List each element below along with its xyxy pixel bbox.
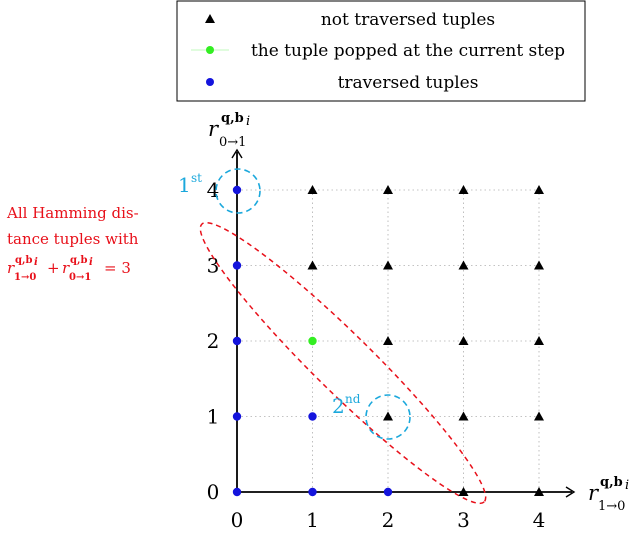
x-tick-label: 2 (382, 508, 395, 532)
point-not-traversed (534, 260, 544, 270)
annotation-equals: = 3 (104, 259, 131, 277)
annotation-term1-sup: q,b (15, 255, 32, 266)
x-tick-label: 1 (306, 508, 319, 532)
y-tick-label: 1 (207, 405, 220, 429)
point-traversed (232, 487, 242, 497)
hamming-annotation: All Hamming dis- tance tuples with r q,b… (6, 204, 139, 283)
y-axis-title-superscript: q,b (221, 111, 244, 126)
legend-box (176, 0, 586, 102)
point-traversed (308, 487, 317, 497)
point-not-traversed (383, 336, 393, 345)
point-traversed (232, 261, 242, 270)
x-axis-title-subscript: 1→0 (598, 499, 625, 514)
second-step-number: 2 (332, 394, 345, 418)
annotation-term2-base: r (62, 259, 70, 277)
y-tick-label: 3 (207, 254, 220, 278)
annotation-plus: + (47, 259, 60, 277)
first-step-circle (215, 168, 261, 214)
annotation-term1-sub: 1→0 (14, 272, 36, 283)
y-axis-title-subscript: 0→1 (219, 135, 246, 150)
point-not-traversed (534, 411, 544, 421)
point-not-traversed (458, 487, 469, 496)
point-not-traversed (458, 411, 469, 421)
annotation-term1-base: r (7, 259, 15, 277)
point-not-traversed (458, 185, 469, 194)
second-step-suffix: nd (345, 392, 361, 406)
point-not-traversed (458, 260, 469, 270)
x-axis-title-superscript: q,b (600, 475, 623, 490)
point-traversed (232, 185, 242, 195)
point-traversed (383, 487, 393, 497)
x-axis-arrow (565, 486, 576, 498)
x-axis-title-sup-index: i (625, 478, 629, 493)
x-tick-labels: 0 1 2 3 4 (231, 508, 546, 532)
legend-label-not-traversed: not traversed tuples (321, 10, 495, 30)
second-step-circle (365, 394, 411, 440)
first-step-suffix: st (191, 171, 202, 185)
annotation-term2-sup-index: i (89, 257, 93, 268)
legend-label-popped: the tuple popped at the current step (251, 41, 565, 61)
y-tick-label: 0 (207, 480, 220, 504)
x-tick-label: 4 (533, 508, 546, 532)
x-axis-title-base: r (588, 481, 600, 505)
legend-label-traversed: traversed tuples (338, 73, 479, 93)
point-traversed (232, 412, 242, 421)
data-points (232, 185, 544, 497)
point-not-traversed (534, 185, 544, 194)
x-tick-label: 0 (231, 508, 244, 532)
first-step-number: 1 (178, 173, 191, 197)
y-axis-title: r q,b i 0→1 (208, 111, 250, 150)
point-not-traversed (534, 487, 544, 496)
second-step-label: 2 nd (332, 392, 361, 418)
annotation-line-1: All Hamming dis- (6, 204, 139, 222)
annotation-line-2: tance tuples with (7, 230, 139, 248)
first-step-label: 1 st (178, 171, 202, 197)
point-popped (308, 336, 317, 346)
point-not-traversed (307, 260, 318, 270)
legend-marker-popped (206, 46, 214, 54)
x-tick-label: 3 (457, 508, 470, 532)
annotation-term2-sup: q,b (70, 255, 87, 266)
point-not-traversed (383, 185, 393, 194)
y-tick-label: 2 (207, 329, 220, 353)
annotation-term2-sub: 0→1 (69, 272, 91, 283)
point-not-traversed (383, 411, 393, 421)
point-not-traversed (383, 260, 393, 270)
point-not-traversed (534, 336, 544, 345)
axes (231, 148, 576, 498)
y-axis-title-sup-index: i (246, 114, 250, 129)
point-traversed (308, 412, 317, 421)
legend: not traversed tuples the tuple popped at… (176, 0, 586, 102)
legend-marker-not-traversed (205, 14, 215, 23)
point-not-traversed (458, 336, 469, 345)
y-axis-title-base: r (208, 117, 220, 141)
legend-marker-traversed (206, 78, 214, 86)
annotation-term1-sup-index: i (34, 257, 38, 268)
hamming-distance-ellipse (199, 221, 487, 505)
point-not-traversed (307, 185, 318, 194)
y-axis-arrow (231, 148, 243, 159)
x-axis-title: r q,b i 1→0 (588, 475, 629, 514)
point-traversed (232, 336, 242, 346)
